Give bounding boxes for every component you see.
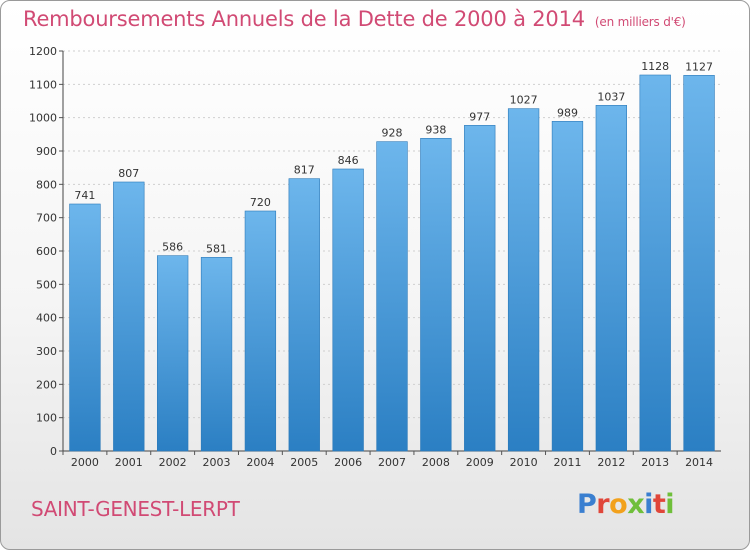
bar-value-label: 741 xyxy=(74,189,95,202)
bar xyxy=(507,108,540,452)
bar-value-label: 807 xyxy=(118,167,139,180)
logo-letter: P xyxy=(577,489,597,520)
y-tick-label: 500 xyxy=(36,278,57,291)
bar xyxy=(639,74,671,452)
y-tick-label: 800 xyxy=(36,178,57,191)
bar-value-label: 846 xyxy=(338,154,359,167)
bar xyxy=(551,121,584,452)
bar-value-label: 720 xyxy=(250,196,271,209)
chart-unit: (en milliers d'€) xyxy=(594,15,686,29)
bar-value-label: 938 xyxy=(425,123,446,136)
logo-letter: r xyxy=(596,489,610,520)
bar xyxy=(464,125,496,452)
logo-letter: t xyxy=(652,489,666,520)
x-tick-label: 2012 xyxy=(597,456,625,469)
bar xyxy=(376,141,408,452)
x-tick-label: 2000 xyxy=(71,456,99,469)
bar xyxy=(332,168,364,452)
bar-value-label: 1127 xyxy=(685,60,713,73)
bar-value-label: 1037 xyxy=(597,90,625,103)
logo-letter: i xyxy=(665,489,675,520)
x-tick-label: 2013 xyxy=(641,456,669,469)
y-tick-label: 600 xyxy=(36,245,57,258)
y-tick-label: 1100 xyxy=(29,78,57,91)
bar xyxy=(200,257,233,452)
x-tick-label: 2011 xyxy=(553,456,581,469)
proxiti-logo: Proxiti xyxy=(577,489,675,520)
x-tick-label: 2009 xyxy=(466,456,494,469)
x-tick-label: 2001 xyxy=(115,456,143,469)
x-tick-label: 2006 xyxy=(334,456,362,469)
bar-value-label: 1128 xyxy=(641,60,669,73)
x-tick-label: 2002 xyxy=(159,456,187,469)
x-tick-label: 2010 xyxy=(510,456,538,469)
bar xyxy=(244,210,277,452)
bar xyxy=(69,203,101,452)
y-tick-label: 100 xyxy=(36,412,57,425)
logo-letter: i xyxy=(644,489,653,520)
logo-letter: x xyxy=(627,489,645,520)
y-tick-label: 200 xyxy=(36,378,57,391)
bar xyxy=(157,255,189,452)
bar xyxy=(288,178,320,452)
bar-value-label: 586 xyxy=(162,241,183,254)
bar xyxy=(595,105,627,452)
y-tick-label: 1200 xyxy=(29,45,57,58)
bar-value-label: 977 xyxy=(469,110,490,123)
bar-value-label: 817 xyxy=(294,164,315,177)
y-tick-label: 1000 xyxy=(29,112,57,125)
x-tick-label: 2005 xyxy=(290,456,318,469)
y-tick-label: 300 xyxy=(36,345,57,358)
bar-value-label: 989 xyxy=(557,106,578,119)
x-tick-label: 2007 xyxy=(378,456,406,469)
chart-title-text: Remboursements Annuels de la Dette de 20… xyxy=(23,7,585,31)
x-tick-label: 2008 xyxy=(422,456,450,469)
x-tick-label: 2014 xyxy=(685,456,713,469)
city-name: SAINT-GENEST-LERPT xyxy=(31,497,240,521)
y-tick-label: 700 xyxy=(36,212,57,225)
chart-title: Remboursements Annuels de la Dette de 20… xyxy=(23,7,686,31)
bar-value-label: 928 xyxy=(382,127,403,140)
y-tick-label: 900 xyxy=(36,145,57,158)
bar xyxy=(113,181,145,452)
bar xyxy=(683,75,715,452)
x-tick-label: 2004 xyxy=(246,456,274,469)
bar xyxy=(420,138,452,452)
x-tick-label: 2003 xyxy=(203,456,231,469)
bar-value-label: 1027 xyxy=(510,94,538,107)
y-tick-label: 400 xyxy=(36,312,57,325)
logo-letter: o xyxy=(609,489,628,520)
y-tick-label: 0 xyxy=(50,445,57,458)
bar-value-label: 581 xyxy=(206,242,227,255)
